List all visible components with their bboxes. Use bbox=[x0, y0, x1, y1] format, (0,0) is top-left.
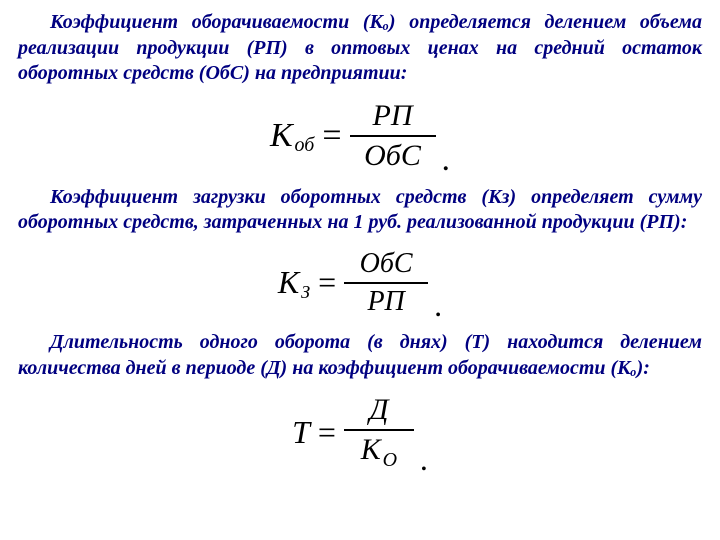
formula-turnover-inner: К об = РП ОбС . bbox=[270, 99, 450, 173]
formula-duration-den: КО bbox=[344, 431, 414, 472]
formula-turnover-sym: К bbox=[270, 117, 293, 155]
formula-duration-inner: Т = Д КО . bbox=[292, 393, 428, 472]
paragraph-duration: Длительность одного оборота (в днях) (Т)… bbox=[18, 330, 702, 381]
formula-load-inner: К З = ОбС РП . bbox=[278, 248, 442, 318]
paragraph-load-coefficient: Коэффициент загрузки оборотных средств (… bbox=[18, 185, 702, 236]
formula-turnover-den: ОбС bbox=[350, 137, 436, 173]
formula-load-sym: К bbox=[278, 264, 299, 301]
formula-turnover-lhs: К об bbox=[270, 117, 314, 155]
formula-duration-den-sub: О bbox=[383, 449, 397, 471]
formula-load-num: ОбС bbox=[344, 248, 428, 282]
formula-duration-lhs: Т bbox=[292, 414, 310, 451]
formula-load: К З = ОбС РП . bbox=[18, 248, 702, 318]
formula-period: . bbox=[442, 141, 451, 179]
paragraph-turnover-coefficient: Коэффициент оборачиваемости (Кₒ) определ… bbox=[18, 10, 702, 87]
formula-duration-den-sym: К bbox=[361, 433, 381, 466]
formula-load-fraction: ОбС РП bbox=[344, 248, 428, 318]
formula-load-den: РП bbox=[344, 284, 428, 318]
formula-turnover-num: РП bbox=[350, 99, 436, 135]
formula-duration: Т = Д КО . bbox=[18, 393, 702, 472]
equals-sign: = bbox=[318, 264, 336, 301]
formula-turnover-fraction: РП ОбС bbox=[350, 99, 436, 173]
formula-period: . bbox=[420, 441, 428, 478]
equals-sign: = bbox=[322, 117, 341, 155]
formula-duration-num: Д bbox=[344, 393, 414, 429]
document-page: Коэффициент оборачиваемости (Кₒ) определ… bbox=[0, 0, 720, 540]
formula-load-sub: З bbox=[301, 282, 310, 303]
formula-period: . bbox=[434, 287, 442, 324]
formula-turnover: К об = РП ОбС . bbox=[18, 99, 702, 173]
formula-load-lhs: К З bbox=[278, 264, 310, 301]
formula-duration-fraction: Д КО bbox=[344, 393, 414, 472]
equals-sign: = bbox=[318, 414, 336, 451]
formula-duration-sym: Т bbox=[292, 414, 310, 451]
formula-turnover-sub: об bbox=[295, 134, 315, 157]
